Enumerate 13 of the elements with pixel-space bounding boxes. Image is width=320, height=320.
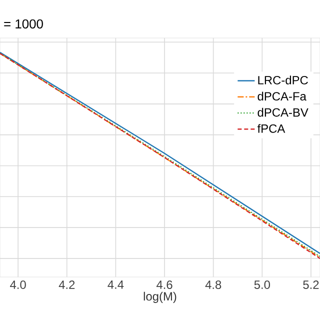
legend-label: dPCA-Fa [258,92,306,101]
x-tick-label: 5.0 [254,280,270,289]
x-tick-label: 4.2 [58,280,75,289]
legend-label: LRC-dPC [258,76,308,84]
legend-label: dPCA-BV [258,108,308,117]
x-tick-label: 5.2 [303,280,319,289]
x-tick-label: 4.0 [10,280,26,289]
chart-title: = 1000 [4,19,43,28]
x-tick-label: 4.8 [205,280,222,289]
legend-label: fPCA [257,124,286,133]
x-tick-label: 4.6 [156,280,172,289]
x-tick-label: 4.4 [108,280,124,289]
x-axis-title: log(M) [144,292,176,303]
